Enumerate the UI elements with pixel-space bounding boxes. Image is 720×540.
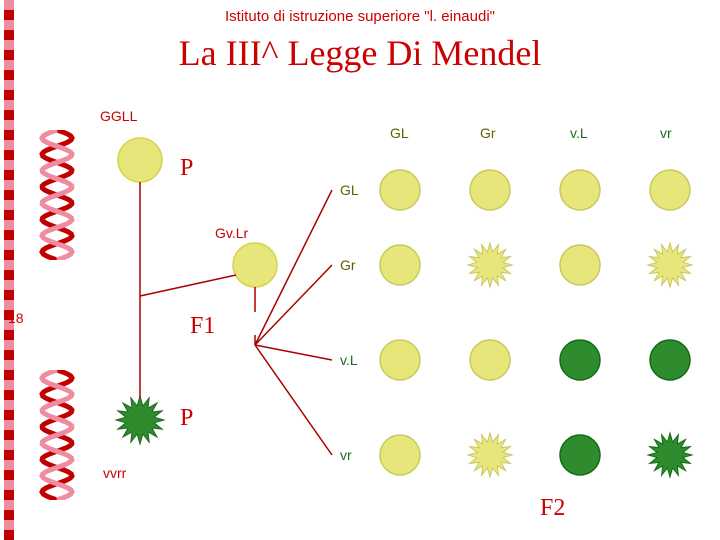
diagram-canvas <box>0 0 720 540</box>
